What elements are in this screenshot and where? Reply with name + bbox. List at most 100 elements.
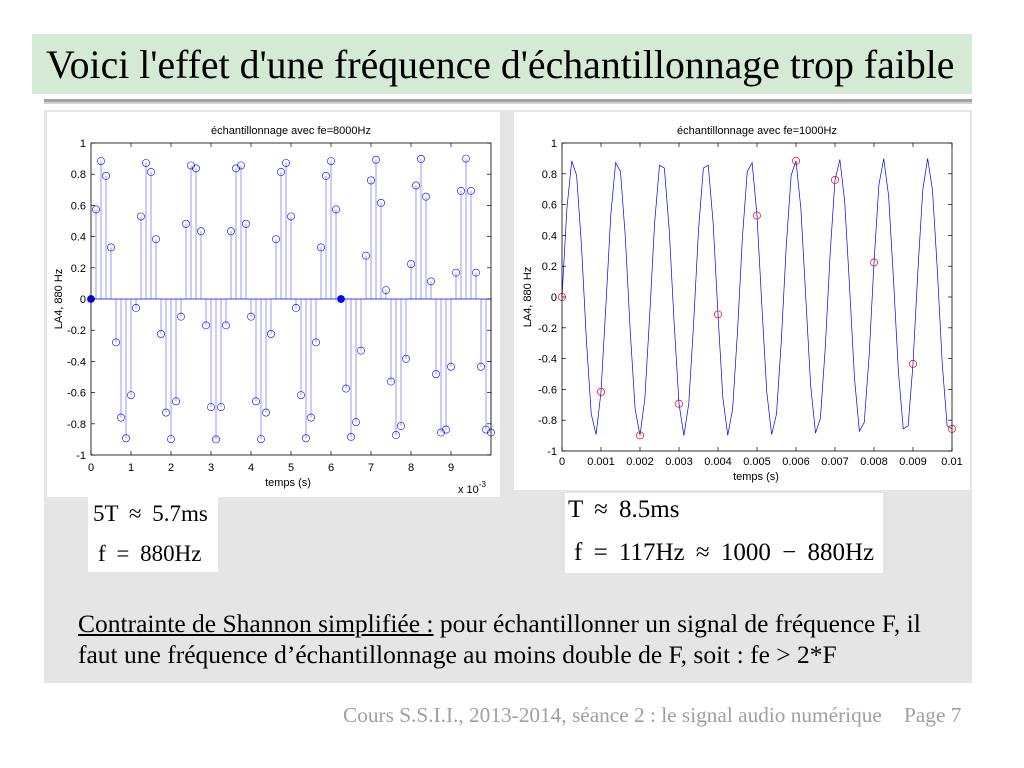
sample-marker xyxy=(407,260,415,268)
sample-marker xyxy=(372,155,380,164)
sample-marker xyxy=(442,425,450,434)
x-tick-label: 0.004 xyxy=(704,456,732,468)
sample-marker xyxy=(92,205,100,214)
x-tick-label: 0.007 xyxy=(821,456,849,468)
y-tick-label: 0.4 xyxy=(542,230,557,242)
y-tick-label: -0.2 xyxy=(67,325,86,337)
y-tick-label: -1 xyxy=(547,446,557,458)
chart-title: échantillonnage avec fe=8000Hz xyxy=(211,125,371,137)
y-tick-label: -0.6 xyxy=(538,384,557,396)
sample-marker xyxy=(132,303,140,312)
title-divider xyxy=(44,99,972,102)
sample-marker xyxy=(137,212,145,221)
equation-box-right: T ≈ 8.5ms f = 117Hz ≈ 1000 − 880Hz xyxy=(565,493,883,573)
x-tick-label: 6 xyxy=(328,462,334,474)
sample-marker xyxy=(352,418,360,426)
sample-marker xyxy=(242,219,250,228)
x-tick-label: 0 xyxy=(559,456,565,468)
signal-line xyxy=(561,158,953,436)
y-axis-label: LA4, 880 Hz xyxy=(53,269,65,330)
sample-marker xyxy=(162,408,170,417)
equation-frequency: f = 880Hz xyxy=(98,541,202,566)
x-axis-multiplier: x 10-3 xyxy=(458,480,486,496)
sample-marker xyxy=(302,434,310,443)
y-tick-label: -0.4 xyxy=(538,354,557,366)
sample-marker xyxy=(102,172,110,180)
sample-marker xyxy=(262,408,270,417)
sample-marker xyxy=(457,186,465,195)
sample-marker xyxy=(217,403,225,412)
sample-marker xyxy=(122,434,130,443)
sample-marker xyxy=(107,243,115,252)
y-tick-label: -0.4 xyxy=(67,356,86,368)
sample-marker-1000hz xyxy=(636,431,644,440)
sample-marker xyxy=(472,268,480,277)
sample-marker xyxy=(332,205,340,214)
sample-marker xyxy=(212,435,220,444)
x-axis-multiplier-base: x 10 xyxy=(458,484,479,496)
title-bar: Voici l'effet d'une fréquence d'échantil… xyxy=(32,34,972,94)
y-tick-label: 0 xyxy=(80,294,86,306)
sample-marker xyxy=(252,397,260,406)
sample-marker xyxy=(447,362,455,371)
chart-right: 10.80.60.40.20-0.2-0.4-0.6-0.8-10 0.001 0.… xyxy=(522,125,963,483)
sample-marker xyxy=(312,338,320,347)
x-tick-label: 0.005 xyxy=(743,456,771,468)
axes-frame xyxy=(561,142,953,452)
x-tick-label: 0.006 xyxy=(782,456,810,468)
sample-marker xyxy=(227,227,235,236)
shannon-note-label: Contrainte de Shannon simplifiée : xyxy=(78,609,434,638)
sample-marker xyxy=(267,330,275,338)
chart-left-axes: 10.80.60.40.20-0.2-0.4-0.6-0.8-10 1 2 3 4 5 6 7… xyxy=(67,138,492,474)
x-tick-label: 8 xyxy=(408,462,414,474)
x-axis-label: temps (s) xyxy=(265,477,311,489)
sample-marker xyxy=(272,235,280,244)
sample-marker xyxy=(292,303,300,312)
y-tick-label: -0.2 xyxy=(538,323,557,335)
y-tick-label: 0.8 xyxy=(71,169,86,181)
sample-marker xyxy=(112,338,120,347)
x-tick-label: 0.01 xyxy=(941,456,962,468)
sample-marker-1000hz xyxy=(675,399,683,408)
chart-title: échantillonnage avec fe=1000Hz xyxy=(677,125,837,137)
sample-marker xyxy=(437,428,445,437)
sample-marker xyxy=(397,422,405,430)
sample-marker xyxy=(402,354,410,363)
sample-marker xyxy=(157,330,165,338)
sample-marker xyxy=(357,346,365,355)
sample-marker xyxy=(482,425,490,434)
y-tick-label: 0 xyxy=(551,292,557,304)
sample-marker xyxy=(392,431,400,439)
equation-frequency: f = 117Hz ≈ 1000 − 880Hz xyxy=(574,539,875,566)
sample-marker xyxy=(187,161,195,170)
sample-marker-1000hz xyxy=(714,310,722,319)
chart-right-figure: 1 0.8 0.6 0.4 0.2 0 -0.2 -0.4 -0.6 -0.8 -1 0 0.001 0.… xyxy=(514,112,970,490)
sample-marker xyxy=(247,312,255,321)
x-axis-label: temps (s) xyxy=(733,471,779,483)
x-tick-label: 5 xyxy=(288,462,294,474)
sample-marker xyxy=(222,321,230,330)
chart-left: 10.80.60.40.20-0.2-0.4-0.6-0.8-10 1 2 3 4 5 6 7… xyxy=(53,125,495,496)
shannon-note-line-2: faut une fréquence d’échantillonnage au … xyxy=(78,642,837,668)
equation-period: T ≈ 8.5ms xyxy=(568,496,680,523)
sample-marker xyxy=(422,192,430,201)
sample-marker-1000hz xyxy=(909,359,917,368)
x-tick-label: 2 xyxy=(168,462,174,474)
sample-marker xyxy=(202,321,210,330)
sample-marker-1000hz xyxy=(792,156,800,165)
sample-marker-1000hz xyxy=(870,258,878,267)
slide-title: Voici l'effet d'une fréquence d'échantil… xyxy=(46,43,955,87)
sample-marker xyxy=(177,312,185,321)
footer-page-number: Page 7 xyxy=(904,703,962,727)
sample-marker xyxy=(207,403,215,412)
footer-course: Cours S.S.I.I., 2013-2014, séance 2 : le… xyxy=(343,703,882,727)
y-tick-label: -0.8 xyxy=(67,419,86,431)
sample-marker xyxy=(97,157,105,165)
y-tick-label: 0.2 xyxy=(542,261,557,273)
sample-marker xyxy=(347,433,355,441)
x-axis-multiplier-exponent: -3 xyxy=(479,480,487,489)
sample-marker xyxy=(152,235,160,244)
sample-marker xyxy=(197,227,205,236)
sample-marker xyxy=(257,435,265,443)
sample-marker-1000hz xyxy=(597,387,605,396)
